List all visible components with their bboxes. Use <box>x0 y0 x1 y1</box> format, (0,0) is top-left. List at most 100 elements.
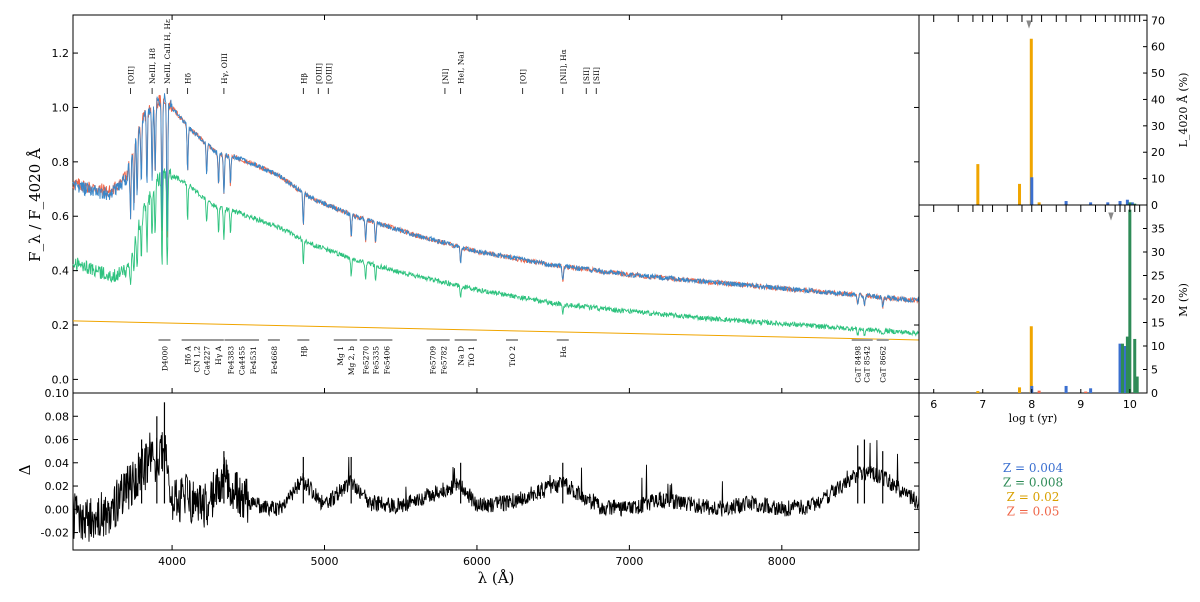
residuals-y-tick-label: -0.02 <box>41 527 69 540</box>
spectrum-series-component-2 <box>72 168 920 337</box>
residuals-y-tick-label: 0.02 <box>45 480 70 493</box>
emission-line-labels: [OII] NeIII, H8 NeIII, CaII H, Hε Hδ Hγ, OII… <box>126 19 601 94</box>
age-bar <box>1030 177 1034 205</box>
emission-line-label: HeI, NaI <box>457 51 466 84</box>
bar-x-tick-label: 6 <box>930 398 937 411</box>
legend-entry: Z = 0.02 <box>1007 490 1060 504</box>
age-bar <box>1089 202 1093 205</box>
mass-fraction-x-ticks: 6 7 8 9 10 <box>930 389 1137 411</box>
bar-x-tick-label: 10 <box>1123 398 1137 411</box>
age-bar <box>1123 346 1127 393</box>
emission-line-label: [OII] <box>126 66 135 84</box>
index-band-label: Fe5270 <box>362 346 371 375</box>
spectrum-y-tick-label: 1.0 <box>52 101 70 114</box>
age-bar <box>1118 201 1122 205</box>
bar-y-tick-label: 50 <box>1151 67 1165 80</box>
emission-line-label: [OIII] <box>324 63 333 84</box>
spectrum-y-tick-label: 0.4 <box>52 265 70 278</box>
legend-entry: Z = 0.004 <box>1003 461 1064 475</box>
index-band-label: Fe4668 <box>270 346 279 375</box>
bar-y-tick-label: 15 <box>1151 317 1165 330</box>
index-band-label: Ca4227 <box>203 346 212 376</box>
residuals-y-axis-label: Δ <box>16 464 34 475</box>
residuals-x-tick-label: 5000 <box>311 555 339 568</box>
spectrum-panel: 0.0 0.2 0.4 0.6 0.8 1.0 1.2 [OII] NeIII, H8 NeII… <box>26 14 920 394</box>
residuals-y-tick-label: 0.08 <box>45 410 70 423</box>
index-band-label: D4000 <box>160 346 169 371</box>
index-band-label: Hγ A <box>214 345 223 364</box>
age-bar <box>1029 326 1033 393</box>
index-band-label: CaT 8662 <box>879 346 888 383</box>
bar-y-tick-label: 60 <box>1151 41 1165 54</box>
index-band-label: TiO 1 <box>467 346 476 367</box>
bar-y-tick-label: 10 <box>1151 173 1165 186</box>
bar-x-tick-label: 7 <box>979 398 986 411</box>
age-bar <box>1130 202 1134 205</box>
light-fraction-age-grid-ticks <box>933 15 1141 22</box>
residuals-series-line <box>72 432 920 542</box>
index-band-label: Ca4455 <box>237 346 246 376</box>
mass-fraction-y-axis-label: M (%) <box>1177 283 1190 317</box>
light-fraction-panel: 0 10 20 30 40 50 60 70 L_4020 Å (%) <box>918 14 1190 212</box>
age-bar <box>976 391 980 393</box>
residuals-y-tick-label: 0.00 <box>45 503 70 516</box>
spectrum-y-tick-label: 0.8 <box>52 156 70 169</box>
age-bar <box>1029 38 1033 205</box>
spectrum-y-tick-label: 0.2 <box>52 319 70 332</box>
age-bar <box>1106 202 1110 205</box>
bar-y-tick-label: 5 <box>1151 364 1158 377</box>
age-bar <box>1128 202 1132 205</box>
residuals-x-axis-label: λ (Å) <box>478 569 515 587</box>
emission-line-label: Hδ <box>184 72 193 84</box>
residuals-y-ticks: -0.02 0.00 0.02 0.04 0.06 0.08 0.10 <box>41 387 919 540</box>
index-band-label: Hα <box>559 346 568 358</box>
emission-line-label: [OIII] <box>314 63 323 84</box>
residuals-frame <box>72 392 920 551</box>
age-bar <box>1018 183 1022 205</box>
age-bar <box>1037 390 1041 393</box>
emission-line-label: NeIII, H8 <box>148 48 157 84</box>
bar-y-tick-label: 30 <box>1151 246 1165 259</box>
residuals-x-tick-label: 8000 <box>768 555 796 568</box>
index-band-label: TiO 2 <box>508 346 517 367</box>
age-bar <box>1133 338 1137 393</box>
spectrum-series-observed-0 <box>72 94 920 309</box>
spectrum-y-tick-label: 0.6 <box>52 210 70 223</box>
emission-line-label: Hβ <box>299 73 308 84</box>
age-bar <box>1125 336 1129 393</box>
light-fraction-age-marker <box>1026 20 1032 29</box>
bar-y-tick-label: 30 <box>1151 120 1165 133</box>
emission-line-label: [SII] <box>592 67 601 84</box>
index-band-label: Fe5406 <box>382 346 391 375</box>
light-fraction-frame <box>918 14 1148 206</box>
residuals-y-tick-label: 0.04 <box>45 457 70 470</box>
age-bar <box>976 164 980 205</box>
index-band-label: CaT 8542 <box>863 346 872 383</box>
bar-y-tick-label: 20 <box>1151 293 1165 306</box>
index-band-labels: D4000 Hδ A CN 1,2 Ca4227 Hγ A Fe4383 Ca4455 Fe4… <box>158 339 889 383</box>
residuals-panel: -0.02 0.00 0.02 0.04 0.06 0.08 0.10 4000 5000 60… <box>16 387 920 587</box>
spectrum-y-ticks: 0.0 0.2 0.4 0.6 0.8 1.0 1.2 <box>52 15 919 393</box>
age-bar <box>1089 388 1093 393</box>
age-bar <box>1084 391 1088 393</box>
bar-y-tick-label: 0 <box>1151 199 1158 212</box>
light-fraction-y-ticks: 0 10 20 30 40 50 60 70 <box>1143 14 1165 212</box>
bar-x-tick-label: 9 <box>1077 398 1084 411</box>
emission-line-label: [NII], Hα <box>559 49 568 84</box>
legend-entry: Z = 0.008 <box>1003 476 1063 490</box>
index-band-label: Fe5782 <box>440 346 449 375</box>
age-bar <box>1018 387 1022 393</box>
residuals-series-group <box>72 402 920 542</box>
residuals-y-tick-label: 0.10 <box>45 387 70 400</box>
age-bar <box>1133 203 1137 205</box>
mass-fraction-panel: 0 5 10 15 20 25 30 35 6 7 8 9 10 M (%) log t (yr) <box>918 204 1190 425</box>
age-bar <box>1037 202 1041 205</box>
mass-fraction-frame <box>918 204 1148 394</box>
residuals-x-tick-label: 6000 <box>463 555 491 568</box>
age-bar <box>1125 199 1129 205</box>
bar-x-tick-label: 8 <box>1028 398 1035 411</box>
spectrum-series-component-3 <box>72 320 920 341</box>
bar-y-tick-label: 35 <box>1151 223 1165 236</box>
